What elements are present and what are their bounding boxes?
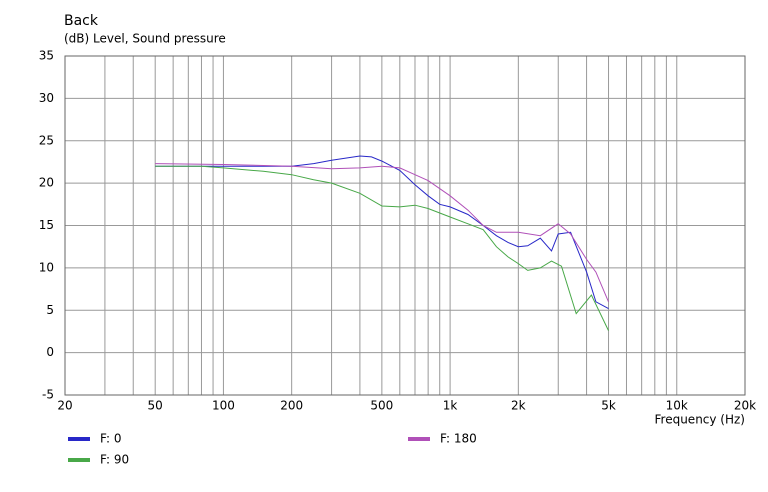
legend-label: F: 180 xyxy=(440,432,477,446)
legend-swatch xyxy=(68,437,90,441)
y-tick-label: 15 xyxy=(39,218,54,232)
x-tick-label: 10k xyxy=(666,399,688,413)
plot-frame xyxy=(64,55,746,396)
data-line xyxy=(155,163,609,302)
x-tick-label: 50 xyxy=(148,399,163,413)
x-tick-label: 5k xyxy=(601,399,616,413)
y-tick-label: -5 xyxy=(42,388,54,402)
y-tick-label: 20 xyxy=(39,176,54,190)
legend-swatch xyxy=(408,437,430,441)
y-tick-label: 35 xyxy=(39,49,54,63)
y-tick-label: 30 xyxy=(39,91,54,105)
x-tick-label: 20k xyxy=(734,399,756,413)
y-tick-label: 25 xyxy=(39,133,54,147)
legend-label: F: 0 xyxy=(100,432,121,446)
y-tick-label: 10 xyxy=(39,260,54,274)
data-line xyxy=(155,155,609,310)
x-tick-label: 2k xyxy=(511,399,526,413)
x-tick-label: 1k xyxy=(443,399,458,413)
x-tick-label: 500 xyxy=(370,399,393,413)
legend-label: F: 90 xyxy=(100,453,129,467)
x-tick-label: 20 xyxy=(57,399,72,413)
y-tick-label: 0 xyxy=(46,345,54,359)
y-axis-label: (dB) Level, Sound pressure xyxy=(64,32,226,46)
x-tick-label: 200 xyxy=(280,399,303,413)
x-axis-label: Frequency (Hz) xyxy=(655,413,746,427)
y-tick-label: 5 xyxy=(46,303,54,317)
legend-swatch xyxy=(68,458,90,462)
chart-title: Back xyxy=(64,13,99,29)
x-tick-label: 100 xyxy=(212,399,235,413)
data-line xyxy=(155,165,609,331)
